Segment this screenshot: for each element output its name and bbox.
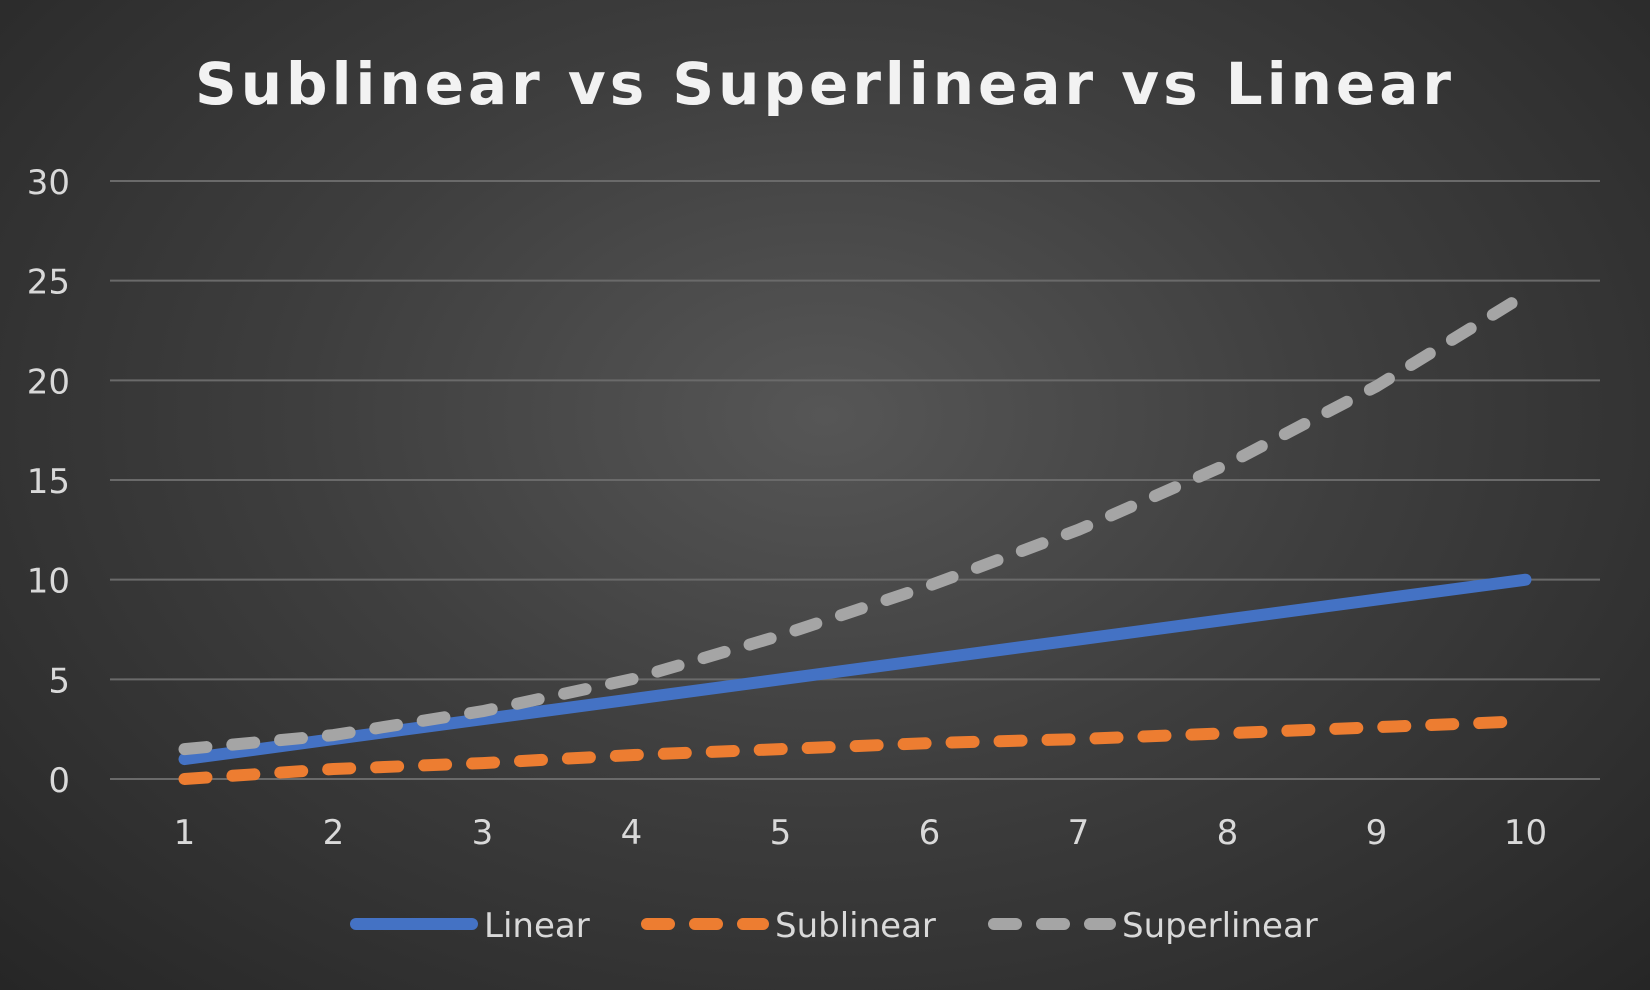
x-tick-label: 9 bbox=[1366, 813, 1388, 853]
legend-item-sublinear: Sublinear bbox=[641, 906, 936, 946]
x-tick-label: 8 bbox=[1217, 813, 1239, 853]
y-tick-label: 15 bbox=[27, 462, 70, 502]
legend-label: Linear bbox=[484, 906, 590, 946]
y-tick-label: 10 bbox=[27, 562, 70, 602]
x-axis-ticks: 1 2 3 4 5 6 7 8 9 10 bbox=[174, 813, 1547, 853]
y-tick-label: 20 bbox=[27, 362, 70, 402]
legend-label: Superlinear bbox=[1122, 906, 1318, 946]
series-lines bbox=[178, 288, 1532, 785]
y-axis-ticks: 0 5 10 15 20 25 30 bbox=[27, 163, 70, 801]
series-line-superlinear bbox=[178, 288, 1532, 756]
series-line-linear bbox=[178, 573, 1532, 766]
y-tick-label: 30 bbox=[27, 163, 70, 203]
legend: Linear Sublinear Superlinear bbox=[350, 906, 1318, 946]
y-tick-label: 25 bbox=[27, 263, 70, 303]
series-line-sublinear bbox=[178, 715, 1532, 785]
x-tick-label: 3 bbox=[472, 813, 494, 853]
gridlines bbox=[110, 180, 1600, 780]
x-tick-label: 5 bbox=[770, 813, 792, 853]
chart-title: Sublinear vs Superlinear vs Linear bbox=[195, 50, 1455, 118]
x-tick-label: 7 bbox=[1068, 813, 1090, 853]
legend-label: Sublinear bbox=[775, 906, 936, 946]
x-tick-label: 4 bbox=[621, 813, 643, 853]
legend-item-superlinear: Superlinear bbox=[988, 906, 1318, 946]
legend-item-linear: Linear bbox=[350, 906, 590, 946]
x-tick-label: 2 bbox=[323, 813, 345, 853]
y-tick-label: 5 bbox=[48, 661, 70, 701]
y-tick-label: 0 bbox=[48, 761, 70, 801]
x-tick-label: 6 bbox=[919, 813, 941, 853]
x-tick-label: 10 bbox=[1504, 813, 1547, 853]
x-tick-label: 1 bbox=[174, 813, 196, 853]
